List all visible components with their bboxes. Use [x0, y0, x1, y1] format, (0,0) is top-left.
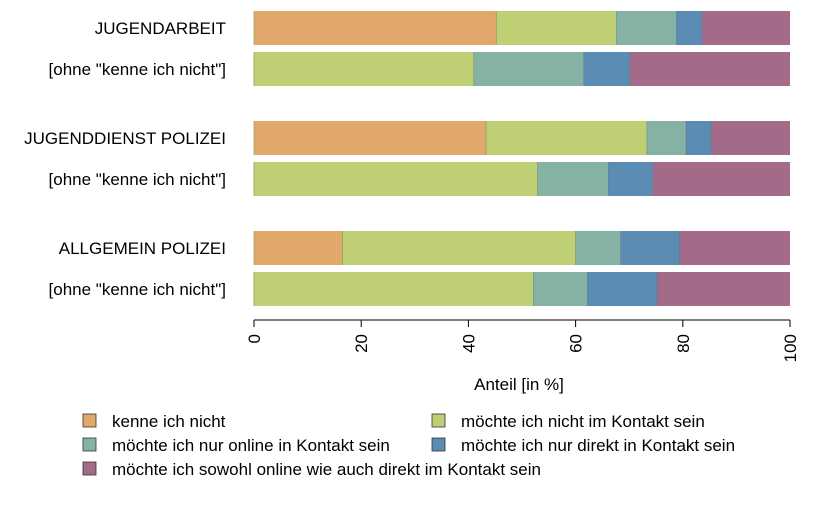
- bar-segment-5-series-4: [620, 231, 680, 265]
- bar-segment-3-series-4: [686, 121, 712, 155]
- bar-segment-1-series-2: [496, 11, 617, 45]
- bar-segment-4-series-3: [537, 162, 609, 196]
- bar-segment-1-series-1: [254, 11, 497, 45]
- bar-segment-3-series-3: [646, 121, 687, 155]
- category-label: JUGENDDIENST POLIZEI: [24, 129, 226, 148]
- x-tick-label: 80: [674, 334, 693, 353]
- x-tick-label: 40: [459, 334, 478, 353]
- bar-segment-2-series-2: [254, 52, 474, 86]
- x-axis: 0 20 40 60 80 100: [245, 319, 800, 362]
- legend-swatch: [82, 461, 97, 476]
- bar-segment-1-series-5: [702, 11, 790, 45]
- legend-swatch: [431, 437, 446, 452]
- bar-segment-6-series-5: [657, 272, 790, 306]
- bar-segment-6-series-4: [587, 272, 658, 306]
- bar-segment-4-series-4: [608, 162, 653, 196]
- legend: kenne ich nicht möchte ich nicht im Konta…: [82, 412, 735, 479]
- legend-label: möchte ich nur direkt in Kontakt sein: [461, 436, 735, 455]
- bar-segment-1-series-3: [616, 11, 677, 45]
- bar-segment-3-series-2: [486, 121, 647, 155]
- category-label: ALLGEMEIN POLIZEI: [59, 239, 226, 258]
- bar-segment-6-series-3: [533, 272, 588, 306]
- bar-segment-3-series-1: [254, 121, 487, 155]
- bar-segment-4-series-5: [652, 162, 790, 196]
- bar-segment-5-series-2: [342, 231, 576, 265]
- bar-segment-2-series-3: [473, 52, 584, 86]
- category-label: [ohne "kenne ich nicht"]: [49, 170, 226, 189]
- legend-swatch: [82, 413, 97, 428]
- x-tick-label: 0: [245, 334, 264, 343]
- category-labels: JUGENDARBEIT [ohne "kenne ich nicht"] JUGE…: [24, 19, 226, 299]
- x-tick-label: 60: [567, 334, 586, 353]
- legend-label: kenne ich nicht: [112, 412, 226, 431]
- bar-segment-4-series-2: [254, 162, 538, 196]
- bar-segment-5-series-1: [254, 231, 343, 265]
- category-label: JUGENDARBEIT: [95, 19, 226, 38]
- bar-segment-5-series-5: [679, 231, 790, 265]
- x-axis-title: Anteil [in %]: [474, 375, 564, 394]
- x-tick-label: 20: [352, 334, 371, 353]
- legend-label: möchte ich nur online in Kontakt sein: [112, 436, 390, 455]
- bar-segment-2-series-5: [629, 52, 790, 86]
- legend-label: möchte ich nicht im Kontakt sein: [461, 412, 705, 431]
- legend-swatch: [431, 413, 446, 428]
- bar-segment-3-series-5: [711, 121, 790, 155]
- x-tick-label: 100: [781, 334, 800, 362]
- bars-group: [253, 11, 790, 306]
- legend-label: möchte ich sowohl online wie auch direkt…: [112, 460, 541, 479]
- bar-segment-1-series-4: [676, 11, 703, 45]
- category-label: [ohne "kenne ich nicht"]: [49, 280, 226, 299]
- bar-segment-2-series-4: [583, 52, 630, 86]
- bar-segment-5-series-3: [575, 231, 621, 265]
- bar-segment-6-series-2: [254, 272, 534, 306]
- category-label: [ohne "kenne ich nicht"]: [49, 60, 226, 79]
- legend-swatch: [82, 437, 97, 452]
